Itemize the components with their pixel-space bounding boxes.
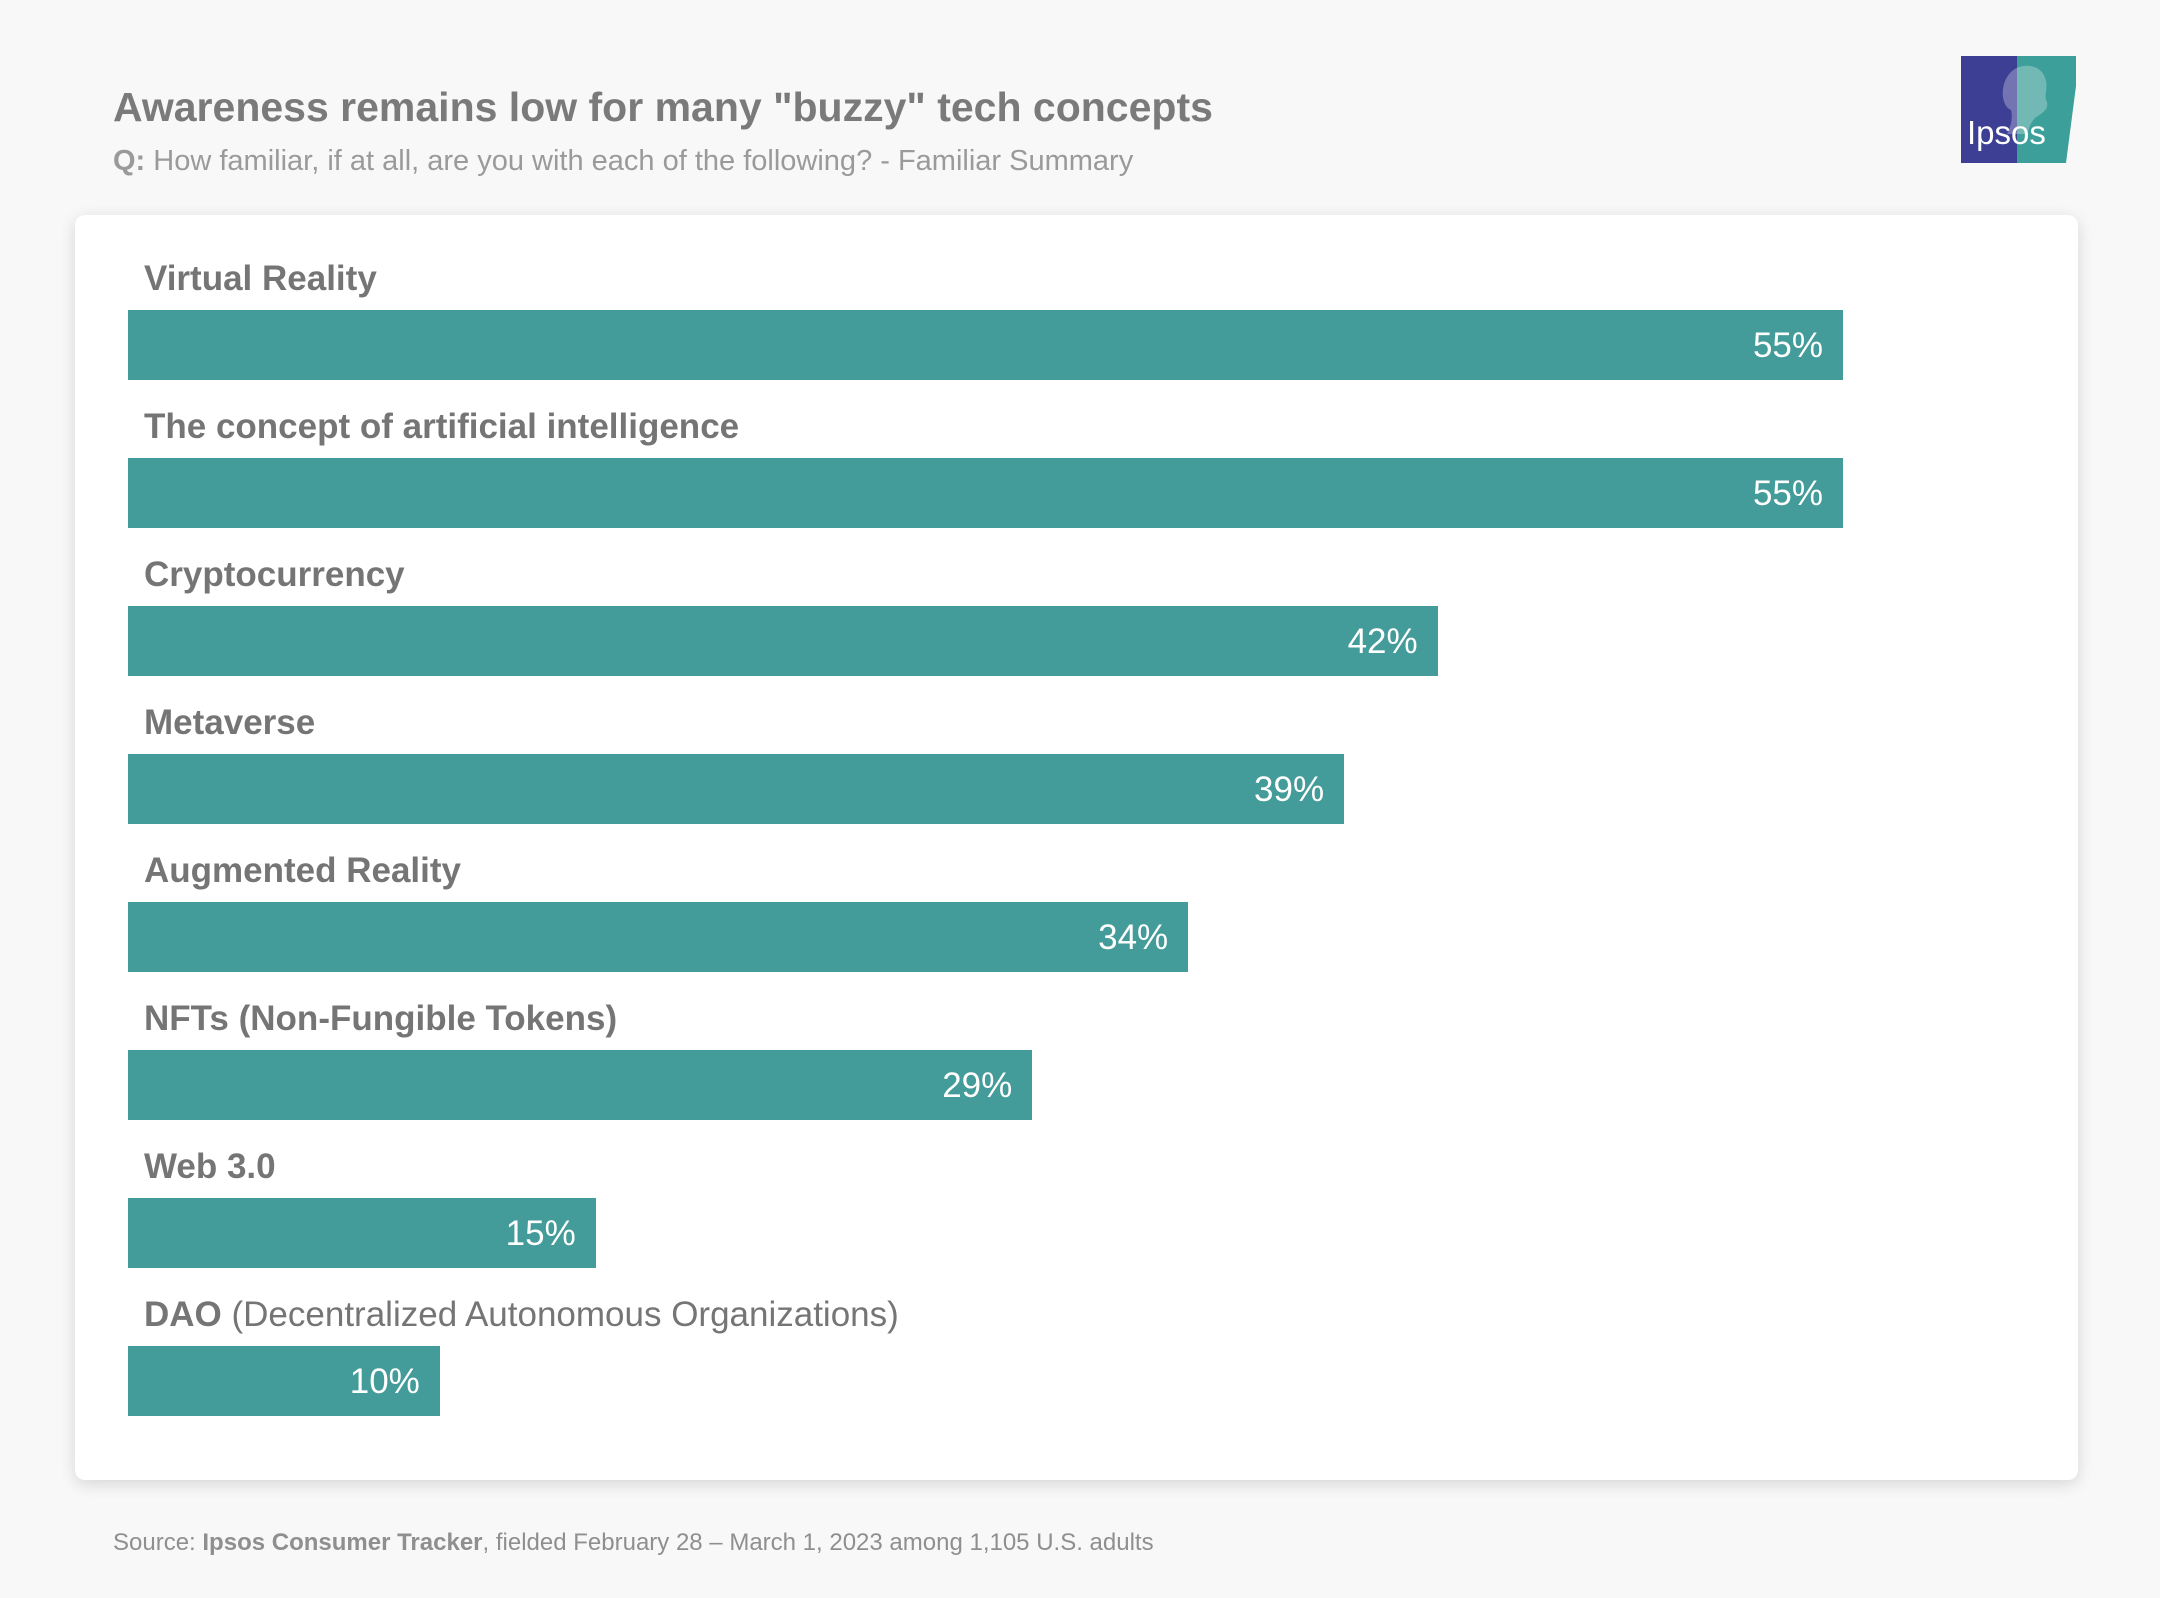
logo-teal-shape	[2017, 56, 2076, 163]
category-label-main: DAO	[144, 1295, 222, 1334]
category-label-main: NFTs (Non-Fungible Tokens)	[144, 999, 618, 1038]
category-label-main: Virtual Reality	[144, 259, 377, 298]
category-label-main: Metaverse	[144, 703, 316, 742]
bar-row: Augmented Reality 34%	[128, 849, 2028, 979]
question-prefix: Q:	[113, 145, 146, 177]
chart-title: Awareness remains low for many "buzzy" t…	[113, 84, 1213, 130]
bar-value-label: 15%	[505, 1214, 576, 1253]
category-label: Web 3.0	[144, 1145, 276, 1189]
bar-value-label: 42%	[1347, 622, 1418, 661]
bar: 29%	[128, 1050, 1033, 1120]
bar: 39%	[128, 754, 1345, 824]
category-label-main: The concept of artificial intelligence	[144, 407, 740, 446]
category-label: Virtual Reality	[144, 257, 377, 301]
source-name: Ipsos Consumer Tracker	[202, 1529, 483, 1556]
bar: 34%	[128, 902, 1189, 972]
bar-row: NFTs (Non-Fungible Tokens) 29%	[128, 997, 2028, 1127]
category-label: Cryptocurrency	[144, 553, 405, 597]
category-label: Metaverse	[144, 701, 315, 745]
logo-head-silhouette	[2002, 65, 2048, 134]
category-label: DAO (Decentralized Autonomous Organizati…	[144, 1293, 899, 1337]
bar-row: Web 3.0 15%	[128, 1145, 2028, 1275]
bar: 10%	[128, 1346, 440, 1416]
source-details: , fielded February 28 – March 1, 2023 am…	[482, 1529, 1154, 1556]
logo-wordmark: Ipsos	[1967, 114, 2046, 151]
bar-value-label: 55%	[1752, 474, 1823, 513]
category-label: Augmented Reality	[144, 849, 461, 893]
category-label-main: Augmented Reality	[144, 851, 461, 890]
bar-value-label: 34%	[1098, 918, 1169, 957]
bar-row: The concept of artificial intelligence 55…	[128, 405, 2028, 535]
bar-row: Virtual Reality 55%	[128, 257, 2028, 387]
ipsos-logo: Ipsos	[1961, 56, 2076, 163]
category-label-main: Cryptocurrency	[144, 555, 405, 594]
chart-card: Virtual Reality 55% The concept of artific…	[75, 215, 2078, 1480]
bar: 15%	[128, 1198, 596, 1268]
bar: 55%	[128, 310, 1843, 380]
bar: 55%	[128, 458, 1843, 528]
bar-row: Cryptocurrency 42%	[128, 553, 2028, 683]
category-label: NFTs (Non-Fungible Tokens)	[144, 997, 617, 1041]
source-note: Source: Ipsos Consumer Tracker, fielded …	[113, 1529, 1154, 1557]
chart-subtitle: Q: How familiar, if at all, are you with…	[113, 145, 1133, 178]
bar-value-label: 29%	[942, 1066, 1013, 1105]
source-prefix: Source:	[113, 1529, 203, 1556]
bar-row: DAO (Decentralized Autonomous Organizati…	[128, 1293, 2028, 1423]
bar: 42%	[128, 606, 1438, 676]
question-text: How familiar, if at all, are you with ea…	[153, 145, 1134, 177]
logo-blue-shape	[1961, 56, 2017, 163]
bar-value-label: 39%	[1254, 770, 1325, 809]
bar-row: Metaverse 39%	[128, 701, 2028, 831]
bar-value-label: 55%	[1752, 326, 1823, 365]
bar-value-label: 10%	[349, 1362, 420, 1401]
category-label-main: Web 3.0	[144, 1147, 276, 1186]
category-label: The concept of artificial intelligence	[144, 405, 739, 449]
category-label-detail: (Decentralized Autonomous Organizations)	[221, 1295, 899, 1334]
